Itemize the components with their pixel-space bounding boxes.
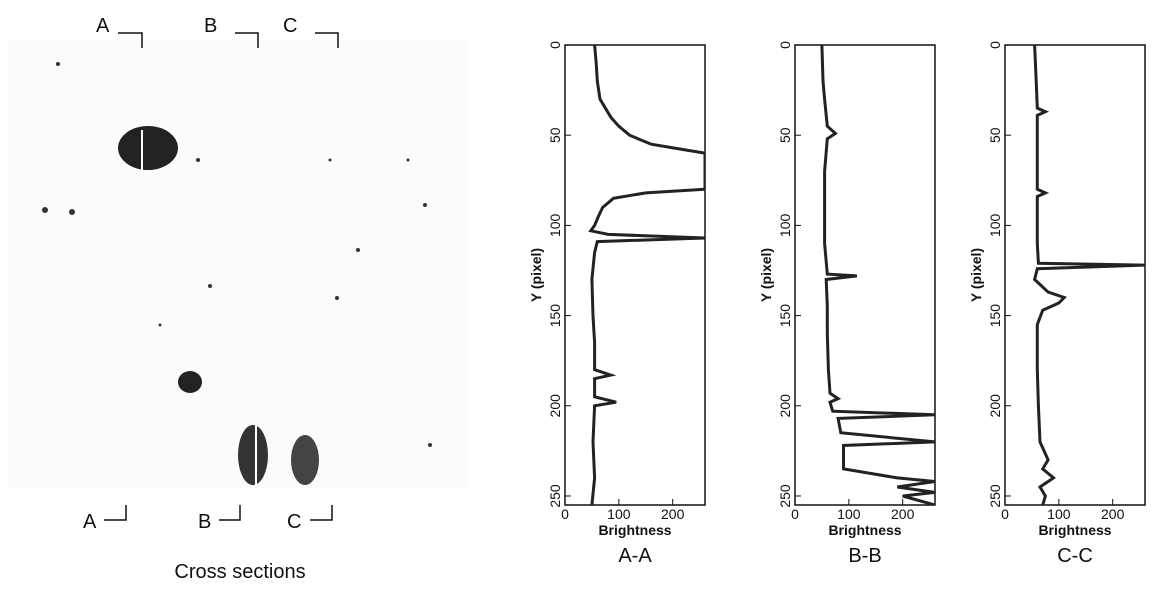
x-axis-label: Brightness <box>828 522 901 538</box>
plot-frame <box>794 44 936 506</box>
profile-line <box>588 45 705 505</box>
x-tick-label: 0 <box>561 506 569 522</box>
y-tick-label: 150 <box>987 304 1003 328</box>
y-tick-label: 250 <box>547 484 563 508</box>
chart: 0 100 200 0 50 100 150 200 250 Brightness Y (pixel… <box>528 41 706 567</box>
y-axis-label: Y (pixel) <box>758 248 774 302</box>
blob <box>178 371 202 393</box>
y-tick-label: 100 <box>987 213 1003 237</box>
y-tick-label: 50 <box>777 127 793 143</box>
y-tick-label: 200 <box>777 394 793 418</box>
x-tick-label: 0 <box>1001 506 1009 522</box>
x-tick-label: 0 <box>791 506 799 522</box>
blob <box>238 425 268 485</box>
section-label: A <box>83 511 97 533</box>
y-tick-label: 0 <box>987 41 1003 49</box>
x-axis-label: Brightness <box>598 522 671 538</box>
chart-title: B-B <box>848 545 881 567</box>
section-label: B <box>198 511 211 533</box>
caption: Cross sections <box>174 561 305 583</box>
y-tick-label: 150 <box>777 304 793 328</box>
image <box>8 40 468 488</box>
chart-title: C-C <box>1057 545 1093 567</box>
blob <box>291 435 319 485</box>
x-tick-label: 200 <box>1101 506 1125 522</box>
y-tick-label: 250 <box>777 484 793 508</box>
x-tick-label: 200 <box>661 506 685 522</box>
x-tick-label: 200 <box>891 506 915 522</box>
y-axis-label: Y (pixel) <box>528 248 544 302</box>
blob <box>118 126 178 170</box>
chart: 0 100 200 0 50 100 150 200 250 Brightness Y (pixel… <box>968 41 1146 567</box>
profile-line <box>1032 45 1145 505</box>
x-tick-label: 100 <box>837 506 861 522</box>
section-label: C <box>287 511 301 533</box>
x-axis-label: Brightness <box>1038 522 1111 538</box>
section-label: A <box>96 15 110 37</box>
y-tick-label: 200 <box>547 394 563 418</box>
y-tick-label: 100 <box>547 213 563 237</box>
y-axis-label: Y (pixel) <box>968 248 984 302</box>
image-panel: A B C A B C Cross sections <box>8 15 468 583</box>
y-tick-label: 100 <box>777 213 793 237</box>
y-tick-label: 50 <box>987 127 1003 143</box>
section-label: C <box>283 15 297 37</box>
specks <box>42 62 432 447</box>
y-tick-label: 150 <box>547 304 563 328</box>
y-tick-label: 0 <box>547 41 563 49</box>
section-label: B <box>204 15 217 37</box>
plot-frame <box>1004 44 1146 506</box>
y-tick-label: 50 <box>547 127 563 143</box>
x-tick-label: 100 <box>607 506 631 522</box>
chart: 0 100 200 0 50 100 150 200 250 Brightness Y (pixel… <box>758 41 936 567</box>
y-tick-label: 200 <box>987 394 1003 418</box>
plot-frame <box>564 44 706 506</box>
profile-line <box>820 45 935 505</box>
y-tick-label: 250 <box>987 484 1003 508</box>
x-tick-label: 100 <box>1047 506 1071 522</box>
y-tick-label: 0 <box>777 41 793 49</box>
chart-title: A-A <box>618 545 652 567</box>
